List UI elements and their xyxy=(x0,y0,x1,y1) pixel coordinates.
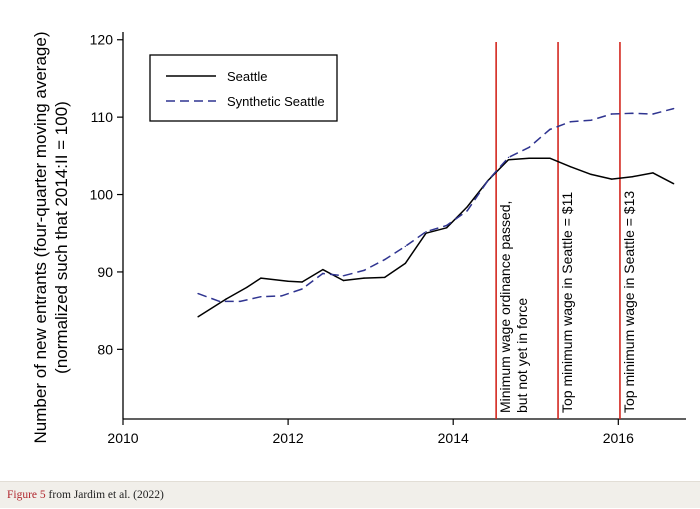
data-point-synthetic-seattle xyxy=(197,292,199,295)
legend-label-synthetic-seattle: Synthetic Seattle xyxy=(227,94,325,109)
data-point-synthetic-seattle xyxy=(672,107,675,110)
data-point-synthetic-seattle xyxy=(487,179,489,182)
data-point-synthetic-seattle xyxy=(549,128,551,131)
data-point-synthetic-seattle xyxy=(342,275,345,277)
data-point-seattle xyxy=(528,157,530,159)
figure-label-link[interactable]: Figure 5 xyxy=(7,489,46,501)
y-axis-title-line-2: (normalized such that 2014:II = 100) xyxy=(52,101,71,374)
legend-box xyxy=(149,54,338,122)
y-axis-title-line-1: Number of new entrants (four-quarter mov… xyxy=(31,32,50,444)
figure-caption: Figure 5 from Jardim et al. (2022) xyxy=(0,481,700,508)
y-tick-label-100: 100 xyxy=(90,187,114,203)
data-point-synthetic-seattle xyxy=(445,224,448,227)
x-tick-label-2016: 2016 xyxy=(603,430,634,446)
data-point-synthetic-seattle xyxy=(404,245,406,248)
data-point-synthetic-seattle xyxy=(363,269,365,272)
data-point-synthetic-seattle xyxy=(466,210,468,212)
data-point-synthetic-seattle xyxy=(569,121,572,123)
data-point-seattle xyxy=(301,281,303,283)
data-point-seattle xyxy=(363,277,365,279)
data-point-synthetic-seattle xyxy=(611,113,613,115)
x-tick-label-2014: 2014 xyxy=(438,430,469,446)
data-point-synthetic-seattle xyxy=(652,113,654,115)
data-point-seattle xyxy=(672,183,675,185)
x-tick-label-2010: 2010 xyxy=(107,430,138,446)
data-point-seattle xyxy=(445,227,448,229)
policy-line-1-label: Minimum wage ordinance passed, xyxy=(497,201,513,413)
data-point-seattle xyxy=(342,279,345,282)
data-point-synthetic-seattle xyxy=(384,258,386,261)
data-point-synthetic-seattle xyxy=(528,146,530,148)
line-chart: 80 90 100 110 120 2010 2012 2014 2016 Minimum wa… xyxy=(31,32,686,446)
data-point-seattle xyxy=(260,277,262,279)
data-point-seattle xyxy=(466,206,468,208)
data-point-seattle xyxy=(549,157,551,159)
legend-label-seattle: Seattle xyxy=(227,69,267,84)
y-tick-label-90: 90 xyxy=(97,264,113,280)
y-tick-label-120: 120 xyxy=(90,32,114,48)
data-point-synthetic-seattle xyxy=(425,231,427,233)
policy-line-2-label: Top minimum wage in Seattle = $11 xyxy=(559,192,575,413)
data-point-seattle xyxy=(225,298,227,300)
data-point-seattle xyxy=(322,268,324,271)
data-point-synthetic-seattle xyxy=(280,295,283,297)
data-point-seattle xyxy=(611,178,613,180)
data-point-seattle xyxy=(384,276,386,279)
data-point-seattle xyxy=(404,262,406,265)
data-point-seattle xyxy=(652,172,654,174)
series-line-seattle xyxy=(197,157,674,318)
data-point-seattle xyxy=(569,166,572,168)
series-line-synthetic-seattle xyxy=(197,107,674,303)
data-point-seattle xyxy=(631,176,633,178)
data-point-seattle xyxy=(425,232,427,234)
figure-source-text: from Jardim et al. (2022) xyxy=(48,489,164,501)
y-tick-label-80: 80 xyxy=(97,341,113,357)
data-point-seattle xyxy=(590,173,592,176)
data-point-synthetic-seattle xyxy=(260,296,262,298)
data-point-synthetic-seattle xyxy=(322,272,324,275)
x-tick-label-2012: 2012 xyxy=(273,430,304,446)
data-point-seattle xyxy=(197,316,199,318)
data-point-synthetic-seattle xyxy=(590,119,592,121)
data-point-synthetic-seattle xyxy=(239,300,241,303)
data-point-seattle xyxy=(287,280,289,282)
data-point-seattle xyxy=(507,159,510,161)
data-point-synthetic-seattle xyxy=(507,156,510,159)
data-point-synthetic-seattle xyxy=(631,112,633,115)
policy-line-1-label: but not yet in force xyxy=(514,298,530,413)
data-point-synthetic-seattle xyxy=(218,300,221,303)
y-tick-label-110: 110 xyxy=(91,109,114,125)
data-point-synthetic-seattle xyxy=(301,288,303,290)
data-point-seattle xyxy=(246,286,248,289)
policy-line-3-label: Top minimum wage in Seattle = $13 xyxy=(621,191,637,413)
